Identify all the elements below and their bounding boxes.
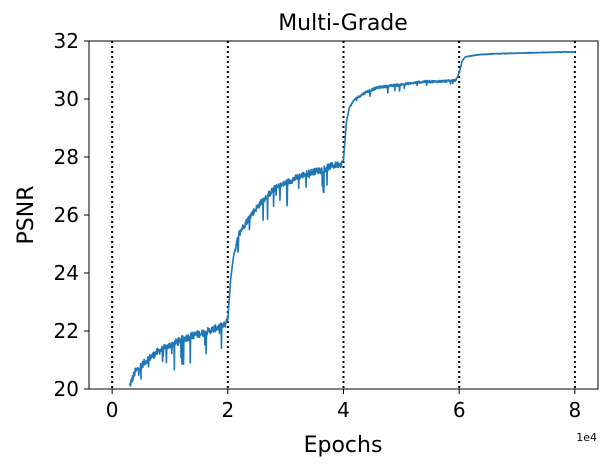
y-tick-label: 26 — [54, 203, 79, 227]
x-tick-label: 6 — [453, 398, 466, 422]
y-tick-label: 24 — [54, 261, 79, 285]
y-tick-label: 32 — [54, 29, 79, 53]
y-axis-label: PSNR — [14, 186, 39, 245]
x-axis-label: Epochs — [304, 433, 383, 458]
chart-title: Multi-Grade — [278, 11, 408, 36]
x-offset-label: 1e4 — [576, 431, 597, 444]
y-tick-label: 22 — [54, 319, 79, 343]
y-tick-label: 30 — [54, 87, 79, 111]
y-tick-label: 28 — [54, 145, 79, 169]
x-tick-label: 8 — [568, 398, 581, 422]
x-tick-label: 2 — [221, 398, 234, 422]
x-tick-label: 0 — [106, 398, 119, 422]
y-tick-label: 20 — [54, 377, 79, 401]
psnr-series-line-0 — [128, 50, 576, 387]
x-tick-label: 4 — [337, 398, 350, 422]
